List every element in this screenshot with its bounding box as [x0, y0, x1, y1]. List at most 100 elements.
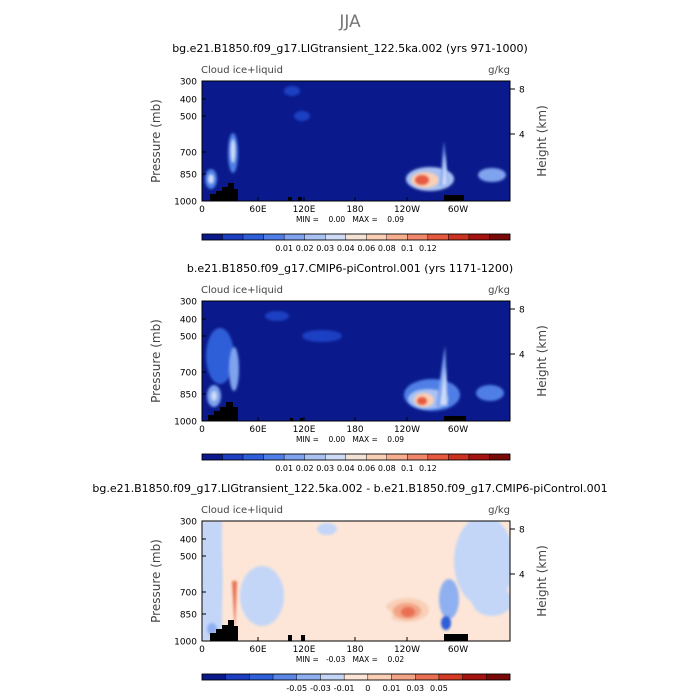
colorbar-swatch	[407, 233, 429, 241]
colorbar-swatch	[448, 233, 470, 241]
x-tick-label: 60E	[249, 425, 266, 435]
y-tick-label: 1000	[174, 198, 197, 208]
y-axis-label: Pressure (mb)	[149, 539, 163, 623]
colorbar-swatch	[448, 453, 470, 461]
topography-mask	[298, 197, 302, 201]
colorbar-swatch	[468, 233, 490, 241]
topography-mask	[301, 635, 305, 641]
field-background	[202, 301, 510, 421]
contour-region	[332, 602, 392, 630]
colorbar-label: 0.05	[430, 684, 448, 693]
colorbar: 0.01 0.02 0.03 0.04 0.06 0.08 0.1 0.12	[201, 453, 511, 473]
y2-tick-label: 8	[519, 86, 525, 96]
contour-region	[440, 367, 447, 405]
x-tick-label: 120E	[293, 645, 316, 655]
colorbar-swatch	[325, 453, 346, 461]
y-tick-label: 300	[180, 518, 197, 528]
x-tick-label: 120E	[293, 205, 316, 215]
topography-mask	[300, 418, 303, 421]
contour-region	[439, 579, 459, 619]
field-background	[202, 81, 510, 201]
colorbar-label: 0.02	[296, 244, 314, 253]
x-tick-label: 120E	[293, 425, 316, 435]
topography-mask	[208, 402, 238, 421]
colorbar-label: 0.1	[401, 244, 414, 253]
colorbar-swatch	[415, 673, 440, 681]
colorbar-frame	[201, 233, 511, 241]
contour-region	[401, 607, 415, 617]
colorbar: 0.01 0.02 0.03 0.04 0.06 0.08 0.1 0.12	[201, 233, 511, 253]
colorbar-swatch	[263, 233, 285, 241]
y2-axis-label: Height (km)	[535, 105, 549, 176]
plot-frame	[201, 300, 511, 422]
colorbar-label: 0.03	[406, 684, 424, 693]
y-tick-label: 500	[180, 333, 197, 343]
colorbar-swatch	[386, 453, 408, 461]
colorbar-swatch	[366, 453, 387, 461]
y-tick-label: 1000	[174, 638, 197, 648]
x-tick-label: 120W	[394, 425, 420, 435]
colorbar-label: 0.08	[378, 464, 396, 473]
colorbar-swatch	[304, 233, 326, 241]
colorbar-swatch	[249, 673, 274, 681]
contour-region	[265, 311, 289, 321]
y-tick-label: 850	[180, 391, 197, 401]
variable-label: Cloud ice+liquid	[201, 285, 283, 296]
colorbar-label: 0.06	[357, 244, 375, 253]
colorbar-swatch	[225, 673, 250, 681]
colorbar-swatch	[391, 673, 416, 681]
colorbar-swatch	[272, 673, 297, 681]
colorbar-swatch	[283, 233, 305, 241]
contour-region	[240, 566, 284, 626]
colorbar-swatch	[201, 453, 223, 461]
y-tick-label: 850	[180, 171, 197, 181]
y-tick-label: 700	[180, 369, 197, 379]
contour-region	[415, 175, 429, 185]
x-tick-label: 60E	[249, 645, 266, 655]
y-tick-label: 700	[180, 589, 197, 599]
colorbar-frame	[201, 453, 511, 461]
y2-axis-label: Height (km)	[535, 545, 549, 616]
colorbar-label: 0.12	[419, 244, 437, 253]
y-tick-label: 850	[180, 611, 197, 621]
contour-region	[294, 111, 310, 121]
colorbar-swatch	[242, 233, 264, 241]
topography-mask	[288, 635, 292, 641]
colorbar-label: -0.05	[286, 684, 307, 693]
panel-3: bg.e21.B1850.f09_g17.LIGtransient_122.5k…	[92, 482, 607, 693]
topography-mask	[210, 183, 238, 201]
colorbar-swatch	[345, 233, 367, 241]
units-label: g/kg	[488, 65, 510, 76]
panel-title: bg.e21.B1850.f09_g17.LIGtransient_122.5k…	[92, 482, 607, 495]
colorbar-swatch	[427, 453, 449, 461]
x-tick-label: 60W	[448, 645, 468, 655]
contour-region	[441, 616, 451, 630]
min-max-text: MIN = 0.00 MAX = 0.09	[296, 435, 404, 444]
colorbar-swatch	[263, 453, 285, 461]
contour-region	[232, 581, 237, 631]
contour-region	[478, 168, 506, 182]
colorbar-swatch	[489, 233, 511, 241]
y-axis-label: Pressure (mb)	[149, 99, 163, 183]
colorbar-label: 0	[365, 684, 370, 693]
topography-mask	[290, 418, 293, 421]
topography-mask	[444, 195, 464, 201]
colorbar-label: 0.01	[275, 244, 293, 253]
colorbar-swatch	[201, 233, 223, 241]
contour-region	[317, 523, 337, 535]
topography-mask	[444, 416, 466, 421]
contour-region	[284, 86, 300, 96]
heatmap-field	[202, 521, 510, 641]
figure-title: JJA	[338, 12, 361, 32]
plot-frame	[201, 80, 511, 202]
min-max-text: MIN = 0.00 MAX = 0.09	[296, 215, 404, 224]
colorbar-swatch	[386, 233, 408, 241]
colorbar-label: -0.03	[310, 684, 331, 693]
contour-region	[229, 347, 239, 391]
colorbar-swatch	[462, 673, 487, 681]
colorbar-swatch	[283, 453, 305, 461]
y-tick-label: 400	[180, 316, 197, 326]
colorbar-swatch	[242, 453, 264, 461]
colorbar-swatch	[296, 673, 321, 681]
